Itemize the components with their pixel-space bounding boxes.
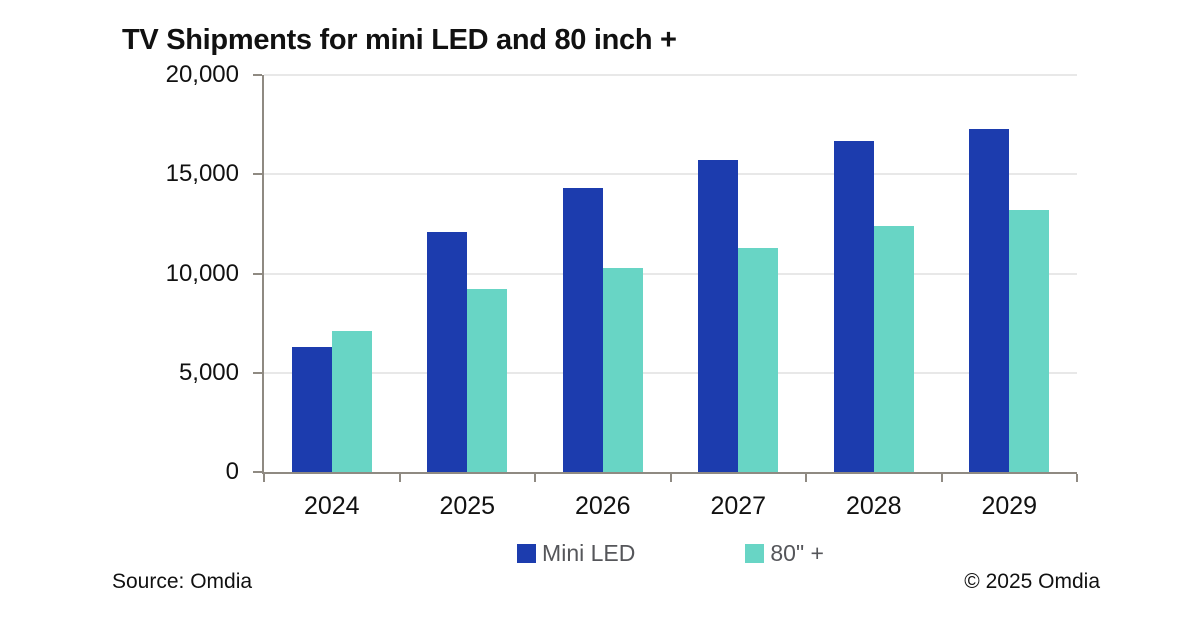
chart-title: TV Shipments for mini LED and 80 inch +: [122, 24, 677, 56]
y-tick-mark: [253, 173, 262, 176]
y-tick-label: 0: [225, 458, 239, 485]
x-tick-mark: [263, 474, 265, 482]
x-tick-mark: [398, 474, 401, 482]
x-tick-label: 2027: [710, 492, 767, 520]
y-tick-mark: [253, 371, 262, 374]
legend-swatch-mini-led: [517, 544, 537, 563]
bar-mini-led-2026: [562, 188, 603, 472]
bar-mini-led-2028: [833, 140, 874, 472]
y-tick-label: 20,000: [165, 61, 239, 88]
y-axis-line: [262, 75, 264, 474]
bar-80inch-2026: [602, 267, 643, 472]
legend-label-80-inch: 80" +: [770, 540, 824, 566]
x-tick-mark: [534, 474, 536, 482]
y-tick-label: 5,000: [178, 358, 239, 386]
y-tick-label: 15,000: [165, 160, 239, 188]
x-tick-label: 2026: [574, 492, 631, 520]
x-tick-mark: [669, 474, 672, 482]
x-tick-label: 2024: [303, 492, 360, 520]
bar-mini-led-2029: [969, 128, 1010, 472]
y-tick-mark: [253, 74, 262, 76]
legend-swatch-80-inch: [745, 544, 765, 563]
plot-area: 0 5,000 10,000 15,000 20,000 2024 2025 2026 2027…: [166, 61, 1078, 520]
source-note: Source: Omdia: [112, 570, 253, 593]
x-tick-label: 2029: [981, 492, 1038, 520]
bar-mini-led-2025: [427, 231, 468, 472]
legend-label-mini-led: Mini LED: [542, 540, 636, 566]
copyright-note: © 2025 Omdia: [964, 570, 1100, 593]
y-tick-mark: [253, 272, 262, 275]
gridline-10000: [264, 272, 1077, 275]
x-tick-label: 2028: [845, 492, 902, 520]
y-tick-label: 10,000: [165, 259, 239, 287]
x-tick-mark: [940, 474, 943, 482]
x-tick-mark: [1076, 474, 1078, 482]
bar-80inch-2029: [1009, 209, 1050, 472]
x-tick-label: 2025: [439, 492, 496, 520]
x-axis-line: [262, 472, 1077, 474]
bar-mini-led-2024: [291, 346, 332, 472]
bar-80inch-2025: [467, 289, 508, 472]
gridline-5000: [264, 371, 1077, 374]
gridline-15000: [264, 173, 1077, 176]
y-tick-mark: [253, 471, 262, 473]
bar-mini-led-2027: [698, 160, 739, 472]
x-tick-mark: [805, 474, 807, 482]
legend-item-80-inch: 80" +: [745, 540, 824, 567]
gridline-20000: [264, 74, 1077, 76]
bar-80inch-2028: [873, 225, 914, 472]
legend: Mini LED 80" +: [264, 540, 1077, 567]
bar-80inch-2024: [331, 331, 372, 472]
legend-item-mini-led: Mini LED: [517, 540, 635, 567]
bar-80inch-2027: [738, 247, 779, 472]
